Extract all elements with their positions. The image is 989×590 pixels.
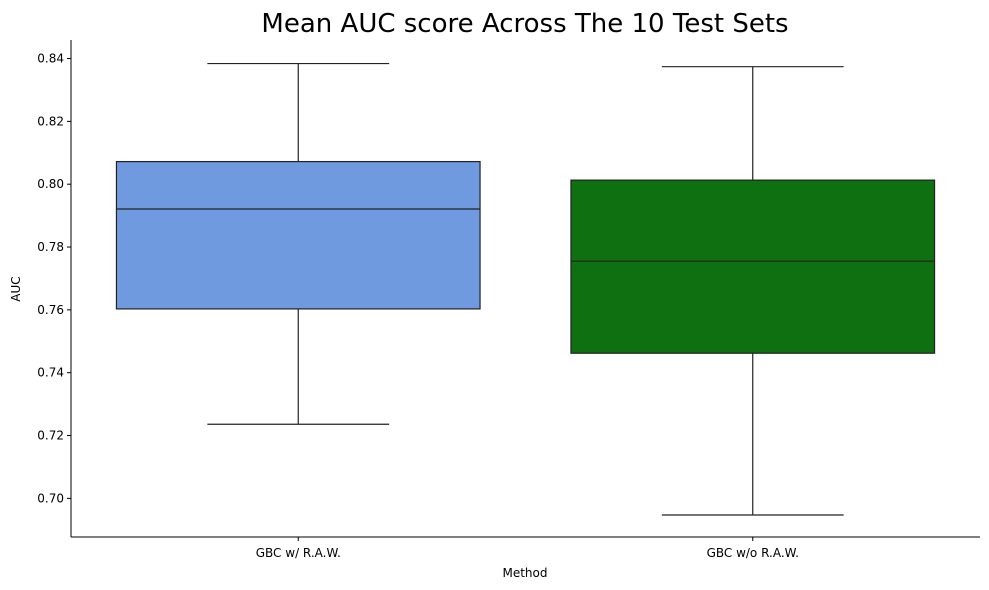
- chart-title: Mean AUC score Across The 10 Test Sets: [261, 9, 788, 39]
- y-tick-label: 0.70: [37, 491, 64, 505]
- boxes-group: [115, 62, 936, 516]
- y-tick-label: 0.80: [37, 177, 64, 191]
- x-axis-label: Method: [502, 566, 547, 580]
- box-2: [570, 66, 936, 516]
- x-tick-label: GBC w/ R.A.W.: [256, 546, 341, 560]
- x-axis-ticks: GBC w/ R.A.W. GBC w/o R.A.W.: [256, 537, 799, 560]
- box-iqr: [115, 160, 481, 310]
- box-iqr: [570, 179, 936, 354]
- x-tick-label: GBC w/o R.A.W.: [707, 546, 799, 560]
- y-tick-label: 0.82: [37, 114, 64, 128]
- y-tick-label: 0.72: [37, 429, 64, 443]
- y-tick-label: 0.76: [37, 303, 64, 317]
- y-tick-label: 0.78: [37, 240, 64, 254]
- y-tick-label: 0.74: [37, 366, 64, 380]
- y-axis-label: AUC: [9, 276, 23, 301]
- y-axis-ticks: 0.70 0.72 0.74 0.76 0.78 0.80 0.82 0.84: [37, 52, 71, 505]
- y-tick-label: 0.84: [37, 52, 64, 66]
- box-1: [115, 62, 481, 425]
